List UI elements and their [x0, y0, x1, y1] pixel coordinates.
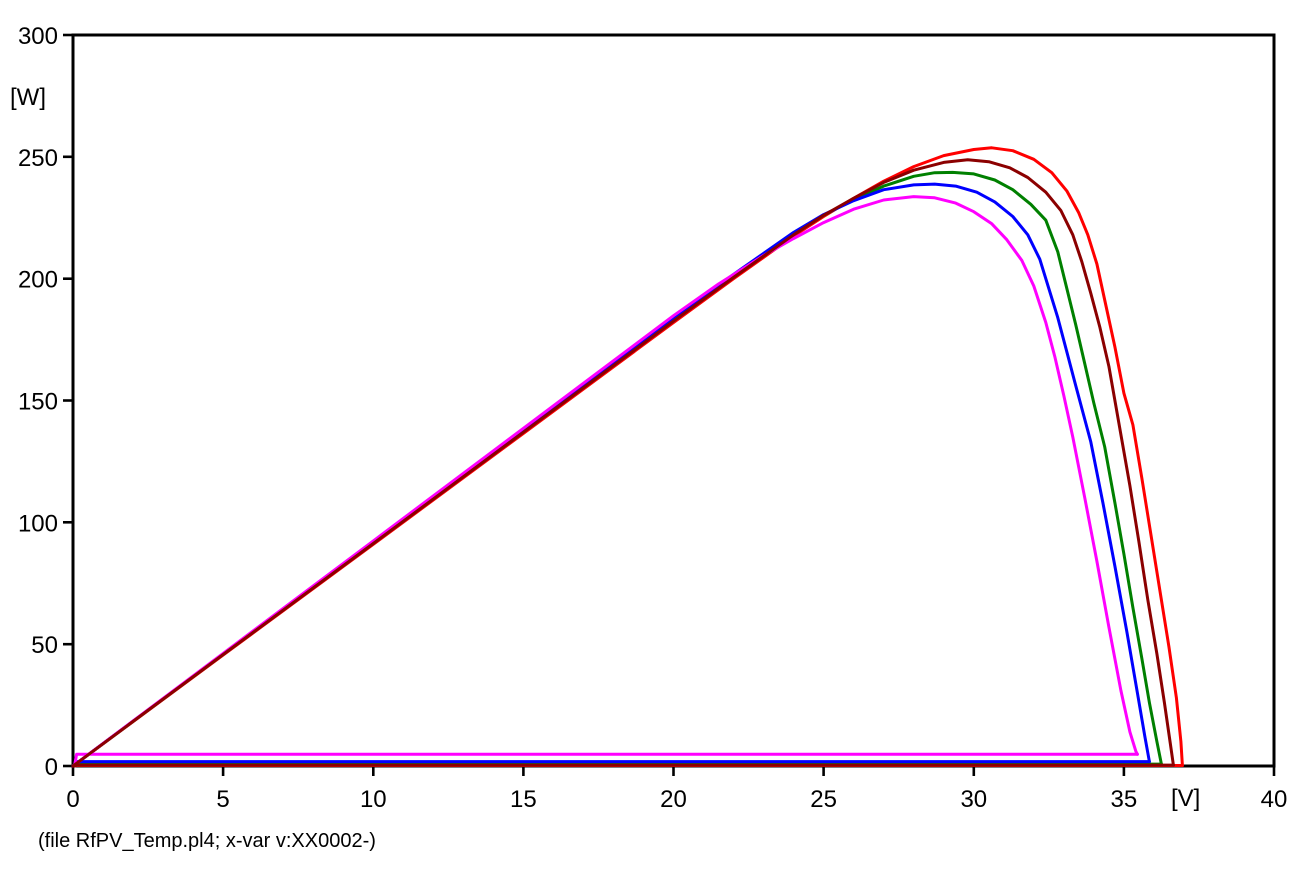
x-tick-label: 25	[810, 786, 837, 813]
y-tick-label: 100	[18, 510, 58, 537]
curve-m-Temp-298.15-F	[71, 158, 1175, 768]
x-tick-label: 5	[216, 786, 229, 813]
y-tick-label: 50	[31, 632, 58, 659]
x-tick-label: 40	[1261, 786, 1288, 813]
x-axis-unit-label: [V]	[1171, 785, 1201, 812]
x-tick-label: 30	[960, 786, 987, 813]
curve-m-Temp-338.15-F	[71, 182, 1151, 768]
legend-entry-338: m:Temp- 338.15ºF	[945, 827, 1026, 881]
y-tick-label: 250	[18, 145, 58, 172]
y-tick-label: 0	[45, 754, 58, 781]
legend-entry-298: m:Temp- 298.15ºF	[656, 827, 737, 881]
curve-m-Temp-318.15-F	[71, 170, 1163, 768]
x-tick-label: 35	[1111, 786, 1138, 813]
x-tick-label: 15	[510, 786, 537, 813]
x-tick-label: 10	[360, 786, 387, 813]
legend-entry-318: m:Temp- 318.15ºF	[816, 827, 897, 881]
legend-entry-278: m:Temp- 278.15ºF	[495, 827, 576, 881]
curve-m-Temp-358.15-F	[71, 195, 1139, 768]
legend-entry-358: m:Temp- 358.15ºF	[1080, 827, 1161, 881]
curve-m-Temp-278.15-F	[71, 146, 1184, 768]
file-annotation: (file RfPV_Temp.pl4; x-var v:XX0002-)	[38, 830, 376, 852]
x-tick-label: 20	[660, 786, 687, 813]
y-tick-label: 300	[18, 23, 58, 50]
y-axis-unit-label: [W]	[10, 84, 46, 111]
x-tick-label: 0	[66, 786, 79, 813]
y-tick-label: 200	[18, 267, 58, 294]
y-tick-label: 150	[18, 389, 58, 416]
